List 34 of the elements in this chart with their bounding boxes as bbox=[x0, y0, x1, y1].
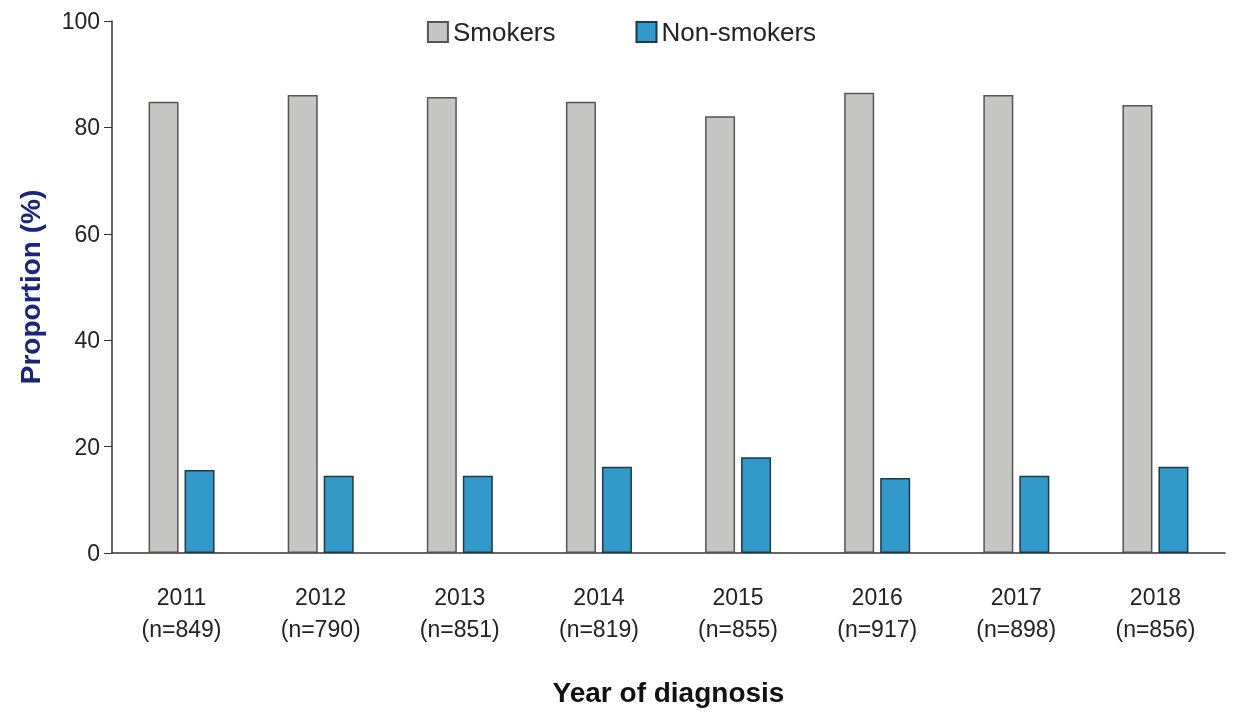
bar bbox=[1019, 475, 1050, 553]
x-tick-label: 2015 (n=855) bbox=[698, 584, 779, 642]
bar bbox=[148, 101, 179, 553]
y-tick-label: 100 bbox=[61, 8, 100, 34]
x-tick-label: 2013 (n=851) bbox=[419, 584, 500, 642]
x-tick-label: 2012 (n=790) bbox=[280, 584, 361, 642]
bar bbox=[983, 94, 1014, 553]
bar bbox=[426, 97, 457, 553]
bar bbox=[184, 470, 215, 553]
y-tick-label: 80 bbox=[74, 114, 100, 141]
bar bbox=[705, 116, 736, 553]
bar bbox=[601, 466, 632, 553]
y-tick-label: 0 bbox=[87, 540, 100, 566]
legend-label: Non-smokers bbox=[661, 17, 817, 47]
bar bbox=[1158, 466, 1189, 553]
legend-label: Smokers bbox=[452, 17, 556, 47]
x-tick-label: 2011 (n=849) bbox=[141, 584, 222, 642]
bar bbox=[565, 101, 596, 553]
y-axis-title: Proportion (%) bbox=[14, 189, 46, 385]
bar bbox=[323, 475, 354, 553]
x-tick-label: 2018 (n=856) bbox=[1115, 584, 1196, 642]
x-tick-label: 2017 (n=898) bbox=[976, 584, 1057, 642]
bar bbox=[462, 475, 493, 553]
x-axis-title: Year of diagnosis bbox=[552, 676, 785, 708]
y-tick-label: 40 bbox=[74, 327, 100, 354]
bar bbox=[844, 92, 875, 553]
bar bbox=[287, 94, 318, 553]
bar bbox=[741, 457, 772, 553]
bar bbox=[880, 477, 911, 553]
y-tick-label: 60 bbox=[74, 220, 100, 247]
bar bbox=[1122, 105, 1153, 553]
x-tick-label: 2014 (n=819) bbox=[558, 584, 639, 642]
y-tick-label: 20 bbox=[74, 433, 100, 460]
x-tick-label: 2016 (n=917) bbox=[837, 584, 918, 642]
